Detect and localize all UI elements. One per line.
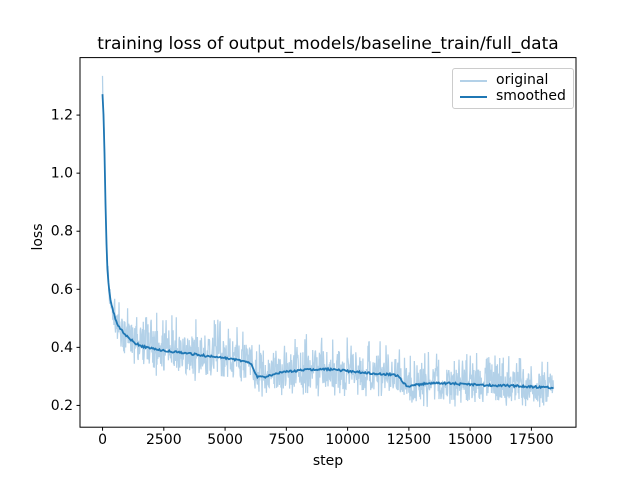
x-tick-label: 10000: [325, 432, 370, 448]
y-tick-label: 1.2: [51, 108, 73, 124]
legend-entry-original: original: [460, 73, 565, 88]
x-axis-label: step: [312, 453, 344, 469]
x-tick-label: 2500: [146, 432, 182, 448]
legend-entry-smoothed: smoothed: [460, 88, 566, 104]
y-tick-label: 0.2: [51, 398, 73, 414]
x-tick-label: 12500: [387, 432, 432, 448]
y-tick-label: 0.4: [51, 340, 73, 356]
legend-label-smoothed: smoothed: [496, 88, 566, 104]
legend-label-original: original: [496, 72, 549, 88]
x-tick-label: 5000: [207, 432, 243, 448]
y-tick-label: 0.8: [51, 224, 73, 240]
x-tick-label: 0: [98, 432, 107, 448]
legend: original smoothed: [452, 68, 574, 109]
chart-title: training loss of output_models/baseline_…: [97, 34, 559, 54]
smoothed-line-swatch: [460, 95, 487, 98]
series-original-line: [101, 75, 555, 408]
original-line-swatch: [460, 79, 487, 82]
y-tick-label: 0.6: [51, 282, 73, 298]
y-axis-label: loss: [30, 223, 46, 251]
x-tick-label: 15000: [448, 432, 493, 448]
x-tick-label: 17500: [509, 432, 554, 448]
x-tick-label: 7500: [269, 432, 305, 448]
plot-border: [79, 57, 577, 428]
series-smoothed-line: [101, 94, 554, 390]
y-tick-label: 1.0: [51, 166, 73, 182]
